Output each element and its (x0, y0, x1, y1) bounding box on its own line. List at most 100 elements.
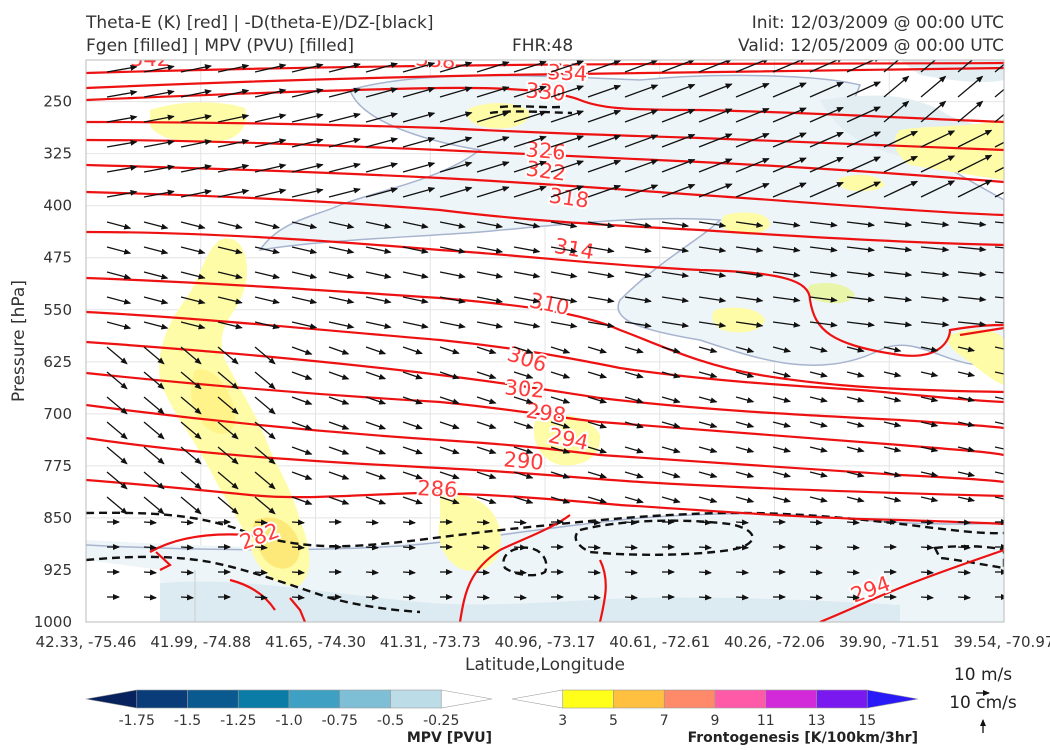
wind-vector (920, 271, 950, 278)
wind-vector (587, 471, 608, 479)
theta-e-contour-line (155, 551, 172, 571)
wind-vector (402, 371, 423, 380)
wind-vector (698, 519, 712, 526)
wind-vector (809, 346, 828, 353)
colorbar-tick-label: -1.5 (174, 713, 201, 729)
wind-vector (217, 88, 250, 98)
wind-vector (957, 396, 976, 403)
wind-vector (920, 594, 934, 601)
wind-vector (698, 221, 727, 229)
wind-vector (772, 107, 807, 123)
wind-vector (809, 519, 823, 526)
wind-vector (217, 221, 243, 230)
wind-vector (254, 569, 268, 576)
wind-vector (957, 75, 984, 98)
fgen-region-3 (438, 494, 501, 571)
wind-vector (957, 594, 971, 601)
wind-vector (809, 81, 844, 98)
wind-vector (809, 396, 828, 403)
wind-vector (254, 138, 287, 148)
wind-vector (550, 110, 585, 123)
wind-vector (106, 421, 128, 440)
wind-vector (957, 321, 987, 328)
dtheta-e-contour (933, 545, 1004, 570)
wind-vector (550, 135, 585, 148)
wind-vector (587, 271, 615, 279)
wind-vector (476, 61, 510, 73)
wind-vector (846, 271, 875, 278)
theta-e-contour-line (86, 340, 1004, 430)
wind-vector (513, 246, 541, 254)
colorbar-tick-label: -1.25 (220, 713, 256, 729)
wind-vector (957, 421, 976, 428)
wind-vector (217, 296, 243, 305)
wind-vector (994, 271, 1004, 274)
wind-vector (735, 544, 749, 551)
wind-vector (328, 246, 355, 255)
colorbar-tick-label: -0.5 (377, 713, 404, 729)
wind-vector (698, 183, 733, 198)
wind-vector (698, 246, 727, 254)
dtheta-e-contour (86, 511, 1004, 548)
wind-vector (550, 296, 578, 304)
wind-vector (476, 136, 510, 148)
wind-vector (920, 180, 956, 198)
wind-vector (624, 109, 659, 123)
wind-vector (439, 246, 466, 254)
wind-vector (624, 246, 652, 254)
wind-vector (772, 296, 801, 303)
wind-vector (328, 496, 350, 505)
wind-vector (624, 569, 638, 576)
wind-vector (624, 346, 644, 354)
wind-vector (698, 594, 712, 601)
wind-vector (106, 346, 128, 365)
wind-vector (624, 421, 644, 429)
wind-vector (402, 594, 416, 601)
wind-vector (365, 271, 392, 279)
wind-vector (439, 371, 460, 380)
wind-vector (180, 271, 206, 280)
x-tick-label: 42.33, -75.46 (36, 633, 137, 651)
wind-vector (883, 271, 913, 278)
wind-vector (291, 446, 313, 455)
wind-vector (957, 179, 993, 198)
wind-vector (587, 184, 622, 198)
wind-vector (143, 471, 165, 490)
wind-vector (698, 569, 712, 576)
wind-vector (846, 221, 875, 228)
wind-vector (809, 246, 838, 253)
wind-vector (476, 396, 497, 405)
wind-vector (476, 496, 497, 505)
wind-vector (772, 371, 792, 378)
wind-vector (550, 371, 571, 379)
vector-ref-vertical: 10 cm/s (949, 693, 1017, 713)
wind-vector (957, 246, 987, 253)
wind-vector (365, 446, 387, 455)
wind-vector (550, 60, 585, 73)
wind-vector (439, 346, 460, 355)
wind-vector (402, 111, 436, 123)
wind-vector (624, 321, 652, 329)
wind-vector (513, 346, 534, 354)
x-tick-label: 39.90, -71.51 (839, 633, 940, 651)
theta-e-contour-line (86, 66, 1004, 90)
wind-vector (661, 221, 690, 229)
theta-e-contour-line (86, 190, 1004, 247)
wind-vector (513, 221, 541, 229)
wind-vector (476, 446, 497, 455)
wind-vector (883, 180, 919, 198)
dtheta-e-contour (499, 105, 561, 109)
wind-vector (698, 421, 718, 429)
wind-vector (291, 221, 318, 230)
wind-vector (365, 321, 392, 329)
wind-vector (180, 189, 212, 198)
wind-vector (180, 139, 212, 148)
wind-vector (143, 371, 165, 390)
wind-vector (365, 87, 399, 98)
wind-vector (217, 346, 239, 365)
wind-vector (550, 421, 571, 429)
wind-vector (291, 421, 313, 430)
wind-vector (735, 396, 755, 404)
colorbar-tick-label: 13 (808, 713, 826, 729)
